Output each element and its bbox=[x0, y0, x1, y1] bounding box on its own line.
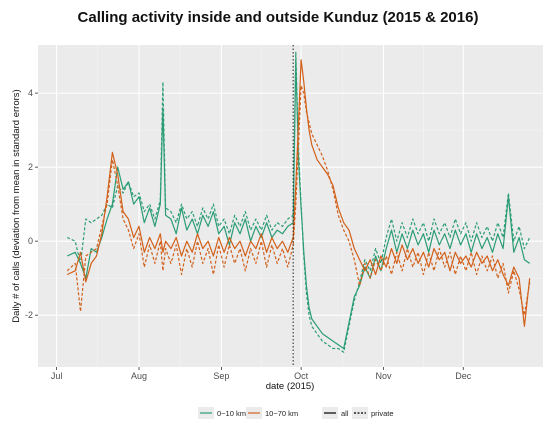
x-tick-label: Nov bbox=[376, 371, 393, 381]
y-axis: -2 0 2 4 bbox=[25, 88, 38, 320]
legend-key-bg bbox=[352, 407, 368, 419]
y-tick-label: -2 bbox=[25, 310, 33, 320]
legend-label: 0~10 km bbox=[217, 409, 246, 418]
series-line-0-10-km-private bbox=[66, 51, 531, 353]
x-axis-title: date (2015) bbox=[266, 381, 315, 392]
y-tick-label: 2 bbox=[28, 162, 33, 172]
legend-label: private bbox=[371, 409, 394, 418]
x-axis: Jul Aug Sep Oct Nov Dec bbox=[51, 367, 472, 381]
x-tick-label: Aug bbox=[131, 371, 147, 381]
x-tick-label: Dec bbox=[455, 371, 472, 381]
legend-label: 10~70 km bbox=[265, 409, 298, 418]
series-layer bbox=[66, 51, 531, 353]
y-tick-label: 4 bbox=[28, 88, 33, 98]
y-axis-title: Daily # of calls (deviation from mean in… bbox=[11, 89, 22, 322]
legend: 0~10 km 10~70 km all private bbox=[198, 407, 394, 419]
x-tick-label: Sep bbox=[213, 371, 229, 381]
chart-title: Calling activity inside and outside Kund… bbox=[78, 9, 479, 26]
x-tick-label: Oct bbox=[294, 371, 309, 381]
series-line-10-70-km-all bbox=[66, 59, 531, 327]
series-line-10-70-km-private bbox=[66, 85, 531, 316]
x-tick-label: Jul bbox=[51, 371, 63, 381]
y-tick-label: 0 bbox=[28, 236, 33, 246]
legend-label: all bbox=[341, 409, 349, 418]
